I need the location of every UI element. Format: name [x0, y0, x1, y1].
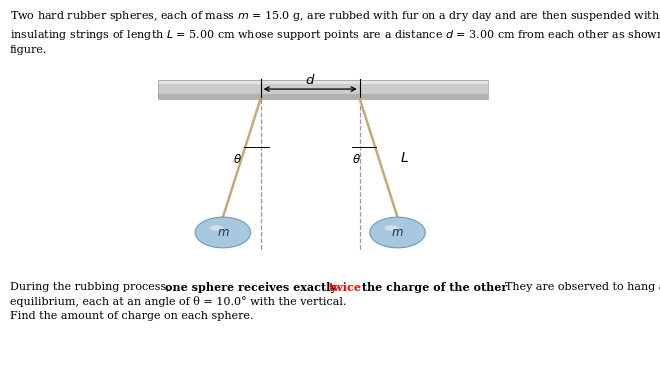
Text: $d$: $d$: [305, 73, 315, 87]
Text: the charge of the other: the charge of the other: [358, 282, 507, 293]
Ellipse shape: [210, 225, 224, 231]
Bar: [158, 94, 488, 99]
Bar: [158, 80, 488, 99]
Text: Two hard rubber spheres, each of mass $m$ = 15.0 g, are rubbed with fur on a dry: Two hard rubber spheres, each of mass $m…: [10, 9, 660, 55]
Text: equilibrium, each at an angle of θ = 10.0° with the vertical.: equilibrium, each at an angle of θ = 10.…: [10, 296, 346, 307]
Bar: [158, 84, 488, 94]
Circle shape: [370, 217, 425, 248]
Bar: [158, 80, 488, 84]
Text: $m$: $m$: [391, 226, 404, 239]
Text: During the rubbing process,: During the rubbing process,: [10, 282, 173, 292]
Text: $m$: $m$: [216, 226, 229, 239]
Ellipse shape: [385, 225, 399, 231]
Circle shape: [195, 217, 251, 248]
Text: $L$: $L$: [400, 151, 409, 165]
Text: $\theta$: $\theta$: [233, 153, 242, 166]
Text: one sphere receives exactly: one sphere receives exactly: [166, 282, 341, 293]
Text: $\theta$: $\theta$: [352, 153, 361, 166]
Text: twice: twice: [329, 282, 362, 293]
Text: Find the amount of charge on each sphere.: Find the amount of charge on each sphere…: [10, 311, 253, 321]
Text: . They are observed to hang at: . They are observed to hang at: [498, 282, 660, 292]
